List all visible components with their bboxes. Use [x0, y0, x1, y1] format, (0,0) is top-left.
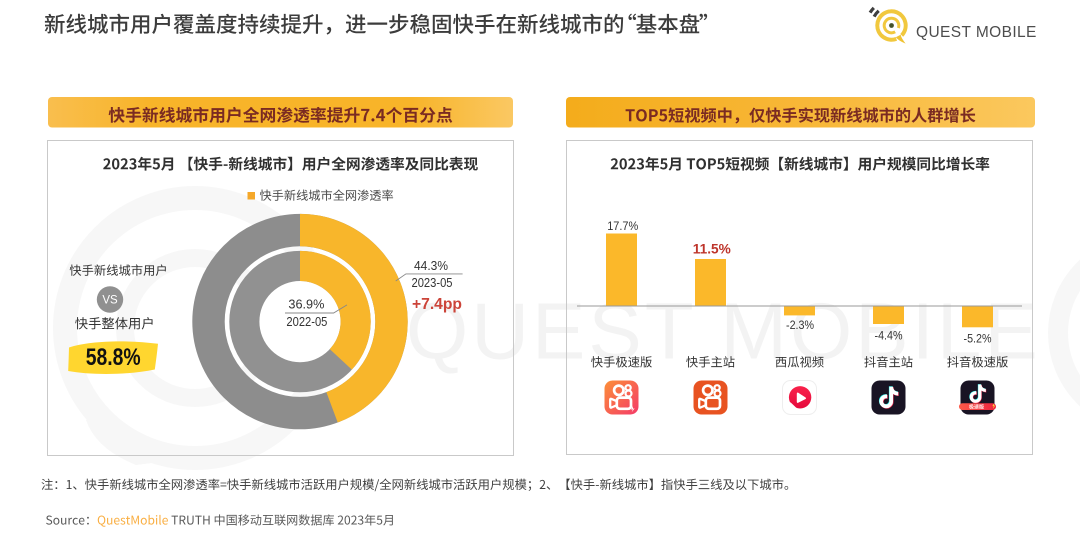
svg-text:-2.3%: -2.3%: [786, 318, 814, 332]
svg-text:2023-05: 2023-05: [412, 275, 453, 290]
svg-text:-4.4%: -4.4%: [875, 328, 903, 342]
svg-text:QUEST MOBILE: QUEST MOBILE: [916, 24, 1037, 41]
svg-text:58.8%: 58.8%: [86, 344, 141, 371]
svg-text:44.3%: 44.3%: [414, 258, 448, 273]
svg-text:36.9%: 36.9%: [288, 297, 324, 312]
svg-text:-5.2%: -5.2%: [964, 331, 992, 345]
svg-text:VS: VS: [102, 295, 118, 307]
svg-text:17.7%: 17.7%: [607, 219, 638, 233]
svg-text:11.5%: 11.5%: [693, 241, 732, 257]
svg-text:+7.4pp: +7.4pp: [412, 296, 462, 313]
svg-text:2022-05: 2022-05: [286, 314, 327, 329]
